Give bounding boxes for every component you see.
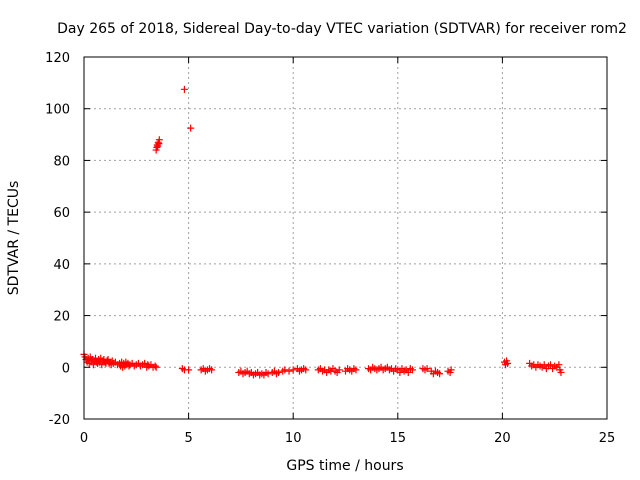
data-point [289,366,297,374]
y-tick-label: -20 [49,413,70,428]
data-points [80,85,565,379]
x-tick-label: 25 [599,431,616,446]
data-point [447,366,455,374]
x-tick-label: 15 [390,431,407,446]
x-tick-label: 0 [80,431,88,446]
chart-title: Day 265 of 2018, Sidereal Day-to-day VTE… [57,21,627,37]
grid-lines [84,57,607,419]
data-point [141,359,149,367]
plot-frame [83,56,608,420]
y-tick-label: 60 [53,206,70,221]
y-tick-label: 80 [53,154,70,169]
y-tick-label: 100 [45,103,70,118]
data-point [302,366,310,374]
data-point [152,363,160,371]
y-tick-label: 0 [62,361,70,376]
data-point [180,85,188,93]
x-tick-label: 20 [494,431,511,446]
data-point [408,366,416,374]
axis-ticks: 0 5 10 15 20 25 -20 0 20 40 60 80 100 120 [45,51,615,446]
data-point [423,365,431,373]
y-tick-label: 120 [45,51,70,66]
data-point [285,367,293,375]
data-point [185,366,193,374]
data-point [504,359,512,367]
data-point [396,368,404,376]
data-point [155,136,163,144]
data-point [208,366,216,374]
data-point [275,368,283,376]
data-point [436,370,444,378]
data-point [151,362,159,370]
y-axis-label: SDTVAR / TECUs [6,181,22,296]
data-point [555,361,563,369]
x-axis-label: GPS time / hours [286,458,403,474]
data-point [540,361,548,369]
x-tick-label: 5 [184,431,192,446]
data-point [264,370,272,378]
data-point [335,366,343,374]
x-tick-label: 10 [285,431,302,446]
data-point [547,361,555,369]
data-point [557,368,565,376]
data-point [281,366,289,374]
y-tick-label: 20 [53,310,70,325]
y-tick-label: 40 [53,258,70,273]
data-point [352,366,360,374]
data-point [187,124,195,132]
data-point [404,368,412,376]
